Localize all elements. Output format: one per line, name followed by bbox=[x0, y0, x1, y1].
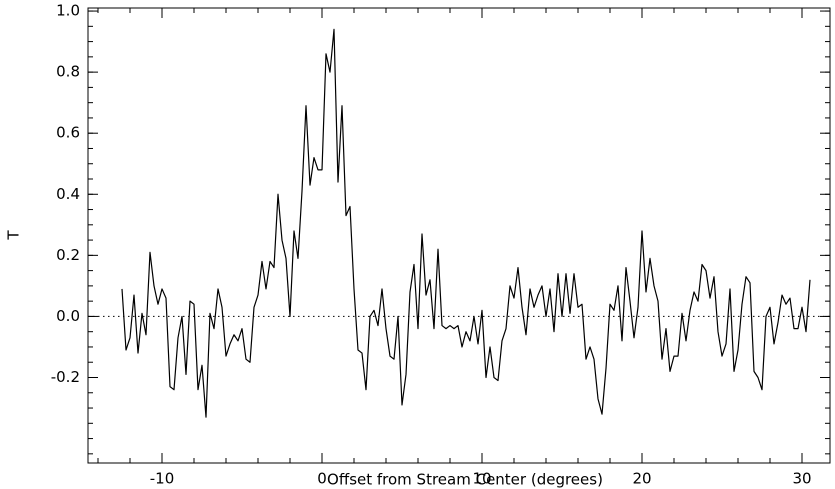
y-axis-label: T bbox=[5, 230, 23, 241]
data-line bbox=[121, 28, 811, 418]
y-tick-label: 1.0 bbox=[56, 2, 80, 20]
y-tick-label: 0.8 bbox=[56, 63, 80, 81]
y-tick-label: -0.2 bbox=[51, 368, 80, 386]
x-tick-label: 0 bbox=[317, 470, 327, 488]
x-tick-label: 20 bbox=[632, 470, 651, 488]
y-tick-label: 0.6 bbox=[56, 124, 80, 142]
y-tick-label: 0.2 bbox=[56, 246, 80, 264]
plot-frame bbox=[87, 7, 831, 464]
x-tick-label: 30 bbox=[792, 470, 811, 488]
x-tick-label: -10 bbox=[150, 470, 175, 488]
x-tick-label: 10 bbox=[472, 470, 491, 488]
x-axis-label: Offset from Stream Center (degrees) bbox=[327, 471, 603, 489]
y-tick-label: 0.4 bbox=[56, 185, 80, 203]
y-tick-label: 0.0 bbox=[56, 307, 80, 325]
